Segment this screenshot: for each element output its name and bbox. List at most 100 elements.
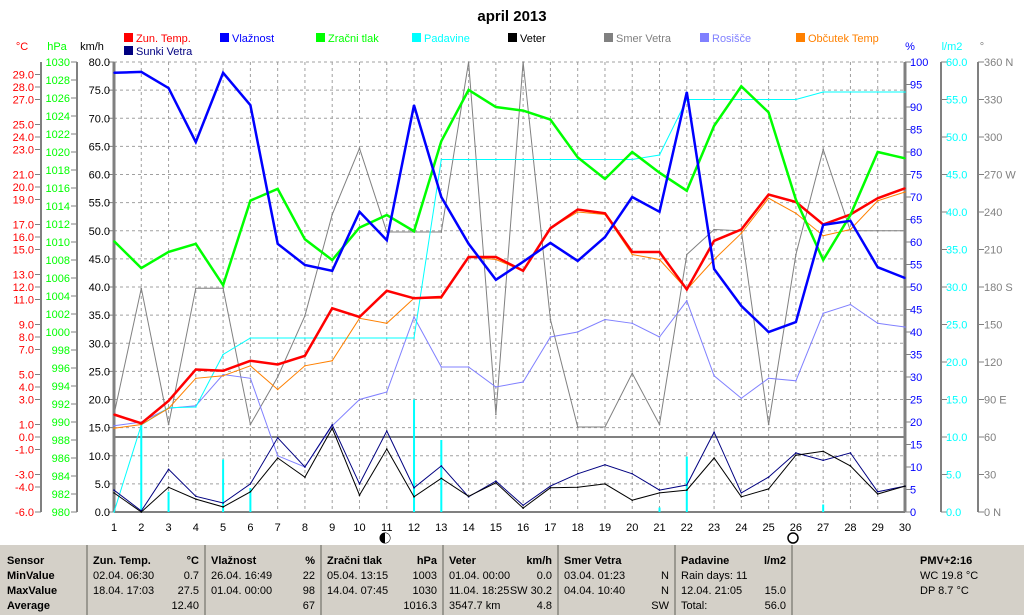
- legend-swatch: [796, 33, 805, 42]
- wind-axis-unit: km/h: [80, 41, 104, 53]
- direction-tick-label: 0 N: [984, 507, 1001, 519]
- legend-label: Smer Vetra: [616, 33, 672, 45]
- rain-tick-label: 35.0: [946, 245, 967, 257]
- data-point: [822, 234, 824, 237]
- data-point: [876, 493, 879, 495]
- data-point: [631, 472, 634, 475]
- temp-axis-unit: °C: [16, 41, 28, 53]
- data-point: [904, 157, 906, 160]
- pressure-axis-unit: hPa: [47, 41, 67, 53]
- x-tick-label: 19: [599, 522, 611, 534]
- rain-tick-label: 45.0: [946, 170, 967, 182]
- series-zun-temp-: [113, 187, 906, 425]
- data-point: [522, 158, 524, 161]
- data-point: [495, 481, 497, 484]
- x-tick-label: 26: [790, 522, 802, 534]
- min-value: 1003: [412, 570, 437, 582]
- axes: °C29.028.027.025.024.023.021.020.019.017…: [13, 41, 1017, 519]
- data-point: [549, 487, 552, 489]
- temp-tick-label: 20.0: [13, 182, 34, 194]
- data-point: [822, 148, 824, 151]
- x-axis-labels: 1 2 3 4 5 6 7 8 9 10 11 12 13 14 15 16 17 18 19 20 21 22 23 24 2…: [111, 522, 911, 534]
- rain-tick-label: 60.0: [946, 57, 967, 69]
- data-point: [767, 98, 770, 101]
- temp-tick-label: 0.0: [19, 432, 34, 444]
- pressure-tick-label: 980: [52, 507, 70, 519]
- wind-tick-label: 35.0: [89, 310, 110, 322]
- temp-tick-label: -6.0: [15, 507, 34, 519]
- data-point: [658, 336, 661, 338]
- humidity-tick-label: 50: [910, 282, 922, 294]
- column-unit: l/m2: [763, 555, 786, 567]
- data-point: [331, 337, 334, 339]
- data-point: [331, 259, 334, 261]
- data-point: [467, 61, 470, 63]
- x-tick-label: 7: [275, 522, 281, 534]
- humidity-tick-label: 80: [910, 147, 922, 159]
- data-point: [713, 374, 715, 377]
- rain-tick-label: 5.0: [946, 470, 961, 482]
- temp-tick-label: 8.0: [19, 332, 34, 344]
- rain-tick-label: 25.0: [946, 320, 967, 332]
- pressure-tick-label: 986: [52, 453, 70, 465]
- data-point: [276, 376, 279, 378]
- direction-tick-label: 150: [984, 320, 1002, 332]
- stats-column: Vlažnost% 26.04. 16:49 22 01.04. 00:00 98 67: [206, 545, 322, 615]
- wind-tick-label: 40.0: [89, 282, 110, 294]
- data-point: [904, 326, 906, 328]
- temp-tick-label: 9.0: [19, 320, 34, 332]
- data-point: [385, 322, 388, 325]
- direction-tick-label: 210: [984, 245, 1002, 257]
- data-point: [467, 243, 470, 245]
- stats-column: Smer Vetra 03.04. 01:23 N 04.04. 10:40 N SW: [559, 545, 676, 615]
- data-point: [467, 366, 470, 368]
- legend-swatch: [124, 33, 133, 42]
- data-point: [795, 452, 797, 454]
- humidity-tick-label: 70: [910, 192, 922, 204]
- row-label: MinValue: [7, 570, 55, 582]
- data-point: [331, 307, 334, 310]
- humidity-tick-label: 25: [910, 395, 922, 407]
- data-point: [713, 228, 715, 231]
- data-point: [767, 197, 770, 200]
- data-point: [413, 104, 415, 106]
- data-point: [195, 243, 197, 245]
- legend-swatch: [412, 33, 421, 42]
- statistics-table: Sensor MinValue MaxValue Average Zun. Temp. °…: [0, 545, 1024, 615]
- temp-tick-label: 7.0: [19, 345, 34, 357]
- max-value: 98: [302, 585, 315, 597]
- pressure-tick-label: 1006: [46, 273, 70, 285]
- humidity-tick-label: 40: [910, 327, 922, 339]
- data-point: [876, 199, 879, 202]
- legend-swatch: [220, 33, 229, 42]
- data-point: [767, 423, 770, 426]
- data-point: [713, 268, 715, 270]
- direction-tick-label: 60: [984, 432, 996, 444]
- data-point: [358, 494, 361, 496]
- humidity-tick-label: 0: [910, 507, 916, 519]
- min-time: 02.04. 06:30: [93, 570, 155, 582]
- data-point: [631, 253, 634, 256]
- rain-tick-label: 30.0: [946, 282, 967, 294]
- max-value: 15.0: [764, 585, 786, 597]
- legend-swatch: [508, 33, 517, 42]
- data-point: [685, 91, 688, 93]
- column-header: Zun. Temp.: [93, 555, 151, 567]
- x-tick-label: 27: [817, 522, 829, 534]
- data-point: [358, 226, 361, 229]
- pressure-tick-label: 1030: [46, 57, 70, 69]
- data-point: [358, 211, 361, 213]
- x-tick-label: 22: [681, 522, 693, 534]
- data-point: [849, 220, 852, 222]
- row-label: Sensor: [7, 555, 45, 567]
- data-point: [195, 498, 197, 500]
- wind-tick-label: 20.0: [89, 395, 110, 407]
- wind-tick-label: 15.0: [89, 423, 110, 435]
- data-point: [113, 427, 115, 430]
- data-point: [195, 406, 197, 408]
- data-point: [740, 492, 743, 494]
- legend-label: Sunki Vetra: [136, 46, 193, 58]
- data-point: [440, 465, 443, 467]
- temp-tick-label: -1.0: [15, 445, 34, 457]
- data-point: [440, 140, 443, 142]
